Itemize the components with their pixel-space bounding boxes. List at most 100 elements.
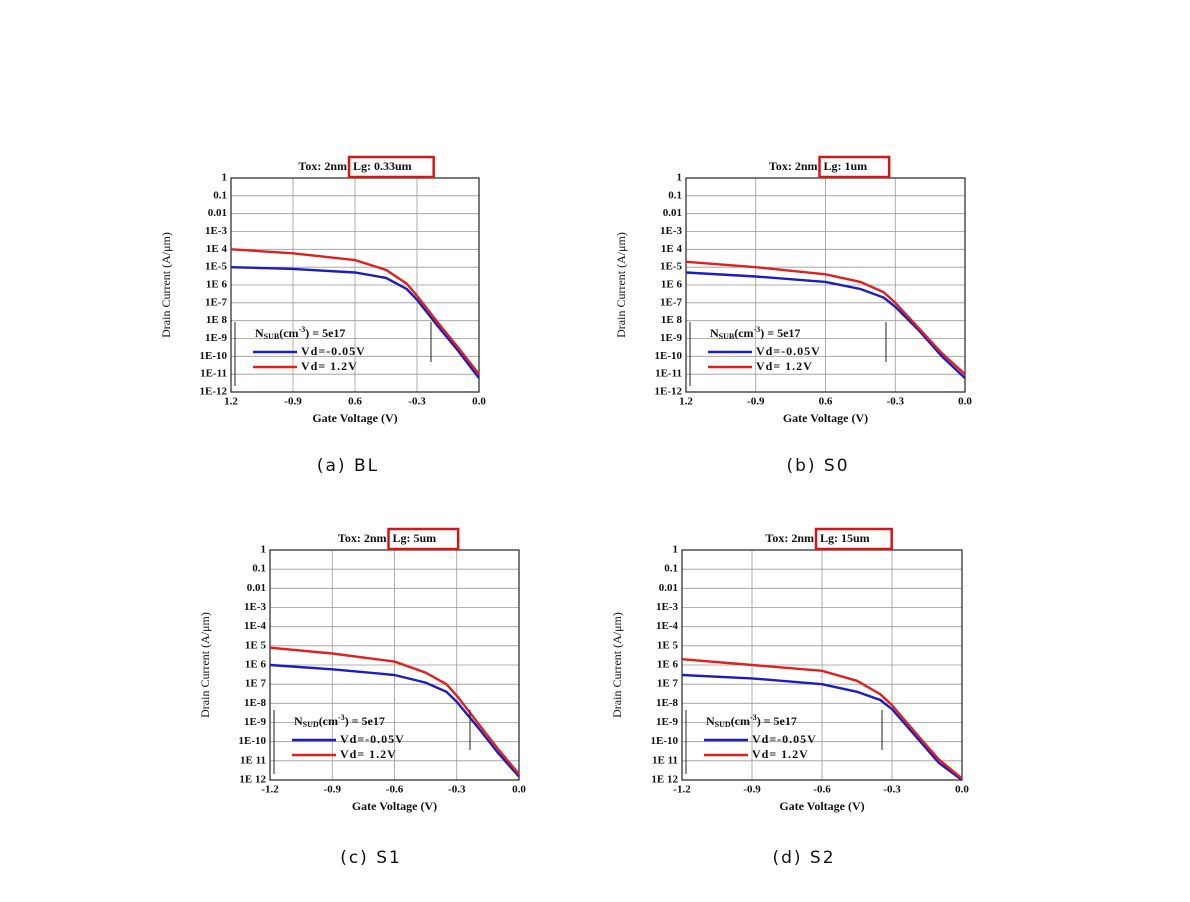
data-line [685, 271, 966, 379]
caption: (b) S0 [786, 456, 849, 476]
y-tick-label: 1E-3 [660, 225, 683, 237]
x-tick-label: 0.6 [348, 396, 362, 408]
y-tick-label: 1E 11 [652, 754, 678, 766]
data-line [685, 260, 966, 376]
legend-title-part: SUB [264, 332, 280, 341]
y-tick-label: 0.1 [252, 563, 266, 575]
y-tick-label: 1E-11 [655, 368, 682, 380]
data-line [681, 658, 963, 780]
x-axis-label: Gate Voltage (V) [312, 411, 397, 425]
y-tick-label: 1E 6 [657, 659, 679, 671]
x-tick-label: -1.2 [673, 784, 691, 796]
legend-title-part: N [294, 714, 303, 728]
data-line [269, 646, 520, 775]
x-axis-label: Gate Voltage (V) [352, 799, 437, 813]
legend-title: NSUB(cm-3) = 5e17 [255, 325, 345, 341]
legend-label: Vd= 1.2V [752, 747, 809, 761]
x-tick-label: -0.9 [743, 784, 761, 796]
y-tick-label: 1E-10 [200, 350, 228, 362]
legend-title-part: SUB [719, 332, 735, 341]
legend-title-part: ) = 5e17 [760, 326, 800, 340]
legend-title-part: N [710, 326, 719, 340]
y-tick-label: 1E-12 [200, 386, 228, 398]
y-tick-label: 0.01 [247, 582, 266, 594]
y-tick-label: 1E 11 [240, 754, 266, 766]
y-tick-label: 1 [261, 544, 267, 556]
y-tick-label: 1E-9 [244, 716, 267, 728]
legend-title-part: SUD [715, 720, 731, 729]
legend-title-part: ) = 5e17 [345, 714, 385, 728]
legend-title: NSUD(cm-3) = 5e17 [294, 713, 385, 729]
x-axis-label: Gate Voltage (V) [783, 411, 868, 425]
highlight-box [818, 155, 891, 179]
y-tick-label: 1E-10 [655, 350, 683, 362]
legend-title: NSUB(cm-3) = 5e17 [710, 325, 800, 341]
x-tick-label: -0.3 [883, 784, 901, 796]
chart-title: Tox: 2nm [338, 531, 387, 545]
y-tick-label: 0.01 [208, 207, 227, 219]
caption: (c) S1 [340, 848, 402, 868]
legend-title-part: SUD [303, 720, 319, 729]
legend-title-part: (cm [279, 326, 298, 340]
y-tick-label: 1E-8 [244, 697, 267, 709]
legend-title-part: -3 [299, 325, 306, 334]
legend-label: Vd= 1.2V [301, 359, 358, 373]
y-axis-label: Drain Current (A/μm) [198, 612, 212, 718]
y-tick-label: 1E-10 [651, 735, 679, 747]
legend-label: Vd=-0.05V [756, 344, 821, 358]
highlight-box [347, 155, 435, 179]
data-line [681, 673, 963, 781]
legend-label: Vd=-0.05V [752, 732, 817, 746]
chart-title-boxed: Lg: 1um [824, 159, 868, 173]
legend-title-part: -3 [750, 713, 757, 722]
y-tick-label: 0.01 [663, 207, 682, 219]
legend-title-part: N [706, 714, 715, 728]
x-tick-label: -0.6 [386, 784, 404, 796]
y-axis-label: Drain Current (A/μm) [610, 612, 624, 718]
legend-label: Vd=-0.05V [340, 732, 405, 746]
y-tick-label: 1E 6 [206, 279, 228, 291]
caption: (d) S2 [772, 848, 835, 868]
legend-title-part: (cm [734, 326, 753, 340]
y-tick-label: 1E-9 [205, 332, 228, 344]
legend-title-part: (cm [731, 714, 750, 728]
chart-title-boxed: Lg: 15um [820, 531, 870, 545]
y-tick-label: 1E-5 [660, 261, 683, 273]
chart-title: Tox: 2nm [765, 531, 814, 545]
legend-title-part: ) = 5e17 [757, 714, 797, 728]
x-tick-label: -0.3 [887, 396, 905, 408]
legend-label: Vd= 1.2V [756, 359, 813, 373]
y-tick-label: 1E 6 [661, 279, 683, 291]
y-tick-label: 1E 4 [206, 243, 228, 255]
y-tick-label: 1E 5 [245, 639, 267, 651]
x-tick-label: -0.9 [284, 396, 302, 408]
legend-title-part: -3 [338, 713, 345, 722]
y-tick-label: 1E-5 [205, 261, 228, 273]
x-axis-label: Gate Voltage (V) [779, 799, 864, 813]
y-tick-label: 1E-12 [655, 386, 683, 398]
y-tick-label: 0.1 [664, 563, 678, 575]
x-tick-label: -0.6 [813, 784, 831, 796]
y-tick-label: 1E-4 [656, 620, 679, 632]
y-tick-label: 1E 8 [661, 314, 683, 326]
y-tick-label: 0.1 [213, 189, 227, 201]
legend-title-part: N [255, 326, 264, 340]
x-tick-label: -1.2 [261, 784, 279, 796]
y-tick-label: 1E-3 [656, 601, 679, 613]
data-line [230, 266, 480, 379]
y-tick-label: 1 [222, 172, 228, 184]
y-tick-label: 1E 12 [651, 774, 678, 786]
y-tick-label: 1E-3 [205, 225, 228, 237]
y-tick-label: 1E-9 [660, 332, 683, 344]
x-tick-label: 0.0 [955, 784, 969, 796]
x-tick-label: -0.9 [747, 396, 765, 408]
legend-title-part: -3 [754, 325, 761, 334]
y-tick-label: 1E-4 [244, 620, 267, 632]
y-tick-label: 1E 7 [657, 678, 679, 690]
chart-title: Tox: 2nm [769, 159, 818, 173]
y-tick-label: 1E-11 [200, 368, 227, 380]
y-tick-label: 1E 6 [245, 659, 267, 671]
caption: (a) BL [317, 456, 379, 476]
x-tick-label: -0.9 [324, 784, 342, 796]
